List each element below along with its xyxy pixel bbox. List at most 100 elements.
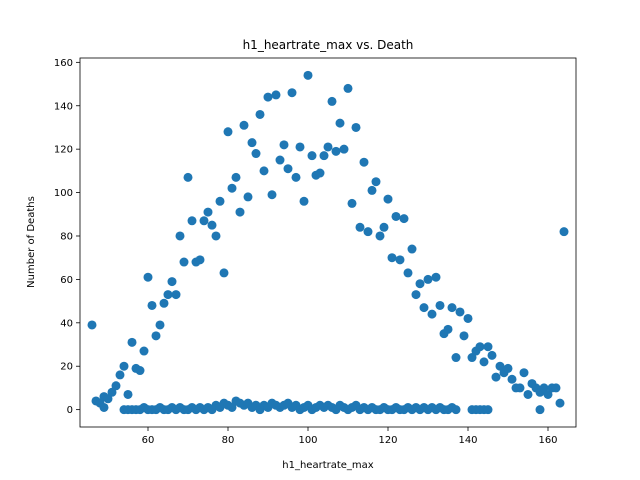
data-point — [379, 222, 389, 232]
y-tick-label: 120 — [54, 145, 73, 156]
data-point — [267, 190, 277, 200]
data-point — [163, 290, 173, 300]
x-tick-label: 60 — [142, 435, 155, 446]
data-point — [187, 216, 197, 226]
points-layer — [87, 70, 569, 415]
data-point — [435, 300, 445, 310]
x-axis-label: h1_heartrate_max — [282, 460, 374, 471]
data-point — [147, 300, 157, 310]
data-point — [391, 211, 401, 221]
data-point — [279, 140, 289, 150]
data-point — [119, 361, 129, 371]
data-point — [363, 227, 373, 237]
data-point — [259, 166, 269, 176]
data-point — [239, 120, 249, 130]
data-point — [247, 138, 257, 148]
data-point — [319, 151, 329, 161]
x-tick-label: 100 — [298, 435, 317, 446]
data-point — [203, 207, 213, 217]
data-point — [211, 231, 221, 241]
data-point — [503, 363, 513, 373]
data-point — [171, 290, 181, 300]
data-point — [455, 307, 465, 317]
data-point — [351, 122, 361, 132]
data-point — [463, 313, 473, 323]
data-point — [483, 405, 493, 415]
data-point — [375, 231, 385, 241]
data-point — [299, 196, 309, 206]
data-point — [219, 268, 229, 278]
y-tick-label: 160 — [54, 58, 73, 69]
data-point — [195, 255, 205, 265]
data-point — [431, 272, 441, 282]
data-point — [447, 303, 457, 313]
data-point — [295, 142, 305, 152]
data-point — [199, 216, 209, 226]
data-point — [99, 402, 109, 412]
data-point — [291, 172, 301, 182]
x-tick-label: 80 — [222, 435, 235, 446]
data-point — [451, 353, 461, 363]
plot-area-frame — [79, 57, 577, 428]
data-point — [507, 374, 517, 384]
data-point — [183, 172, 193, 182]
data-point — [467, 353, 477, 363]
data-point — [443, 324, 453, 334]
data-point — [207, 220, 217, 230]
data-point — [383, 194, 393, 204]
data-point — [407, 244, 417, 254]
x-tick-label: 140 — [458, 435, 477, 446]
data-point — [395, 255, 405, 265]
y-tick-label: 60 — [60, 275, 73, 286]
data-point — [251, 149, 261, 159]
data-point — [495, 361, 505, 371]
data-point — [371, 177, 381, 187]
data-point — [103, 394, 113, 404]
data-point — [223, 127, 233, 137]
y-tick-label: 140 — [54, 101, 73, 112]
data-point — [347, 198, 357, 208]
data-point — [555, 398, 565, 408]
data-point — [423, 274, 433, 284]
data-point — [451, 405, 461, 415]
data-point — [315, 168, 325, 178]
data-point — [139, 346, 149, 356]
x-tick-label: 160 — [538, 435, 557, 446]
data-point — [535, 405, 545, 415]
data-point — [115, 370, 125, 380]
data-point — [403, 268, 413, 278]
data-point — [427, 309, 437, 319]
data-point — [487, 350, 497, 360]
data-point — [543, 389, 553, 399]
data-point — [127, 337, 137, 347]
data-point — [327, 96, 337, 106]
data-point — [419, 303, 429, 313]
data-point — [231, 172, 241, 182]
chart-title: h1_heartrate_max vs. Death — [243, 38, 414, 52]
data-point — [151, 331, 161, 341]
data-point — [479, 357, 489, 367]
data-point — [335, 118, 345, 128]
data-point — [123, 389, 133, 399]
data-point — [491, 372, 501, 382]
data-point — [107, 387, 117, 397]
data-point — [215, 196, 225, 206]
data-point — [519, 368, 529, 378]
data-point — [515, 383, 525, 393]
data-point — [227, 402, 237, 412]
data-point — [475, 342, 485, 352]
data-point — [343, 83, 353, 93]
data-point — [355, 222, 365, 232]
data-point — [399, 214, 409, 224]
y-tick-label: 40 — [60, 318, 73, 329]
data-point — [179, 257, 189, 267]
data-point — [559, 227, 569, 237]
data-point — [159, 298, 169, 308]
data-point — [387, 253, 397, 263]
data-point — [339, 144, 349, 154]
data-point — [111, 381, 121, 391]
data-point — [255, 109, 265, 119]
data-point — [283, 164, 293, 174]
data-point — [483, 342, 493, 352]
